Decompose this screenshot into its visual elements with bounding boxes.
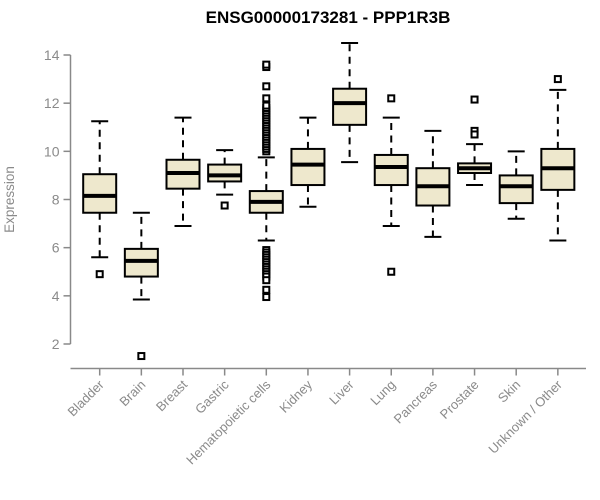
outlier-gastric-0 bbox=[220, 201, 229, 210]
box-kidney bbox=[290, 147, 326, 187]
y-tick-label-2: 2 bbox=[52, 336, 60, 352]
x-tick-label-pancreas: Pancreas bbox=[391, 377, 441, 427]
box-skin bbox=[498, 174, 534, 205]
y-tick-label-4: 4 bbox=[52, 288, 60, 304]
y-tick-label-12: 12 bbox=[44, 95, 60, 111]
x-tick-label-gastric: Gastric bbox=[192, 377, 232, 417]
x-tick-label-bladder: Bladder bbox=[65, 377, 108, 420]
box-lung bbox=[373, 153, 409, 187]
box-liver bbox=[332, 87, 368, 126]
x-tick-label-breast: Breast bbox=[153, 377, 190, 414]
chart-title: ENSG00000173281 - PPP1R3B bbox=[205, 8, 451, 27]
x-tick-label-lung: Lung bbox=[367, 377, 398, 408]
x-tick-label-liver: Liver bbox=[326, 377, 357, 408]
outlier-lung-1 bbox=[387, 267, 396, 276]
y-tick-label-10: 10 bbox=[44, 143, 60, 159]
outlier-unknown-other-0 bbox=[553, 75, 562, 84]
outlier-hematopoietic-cells-19 bbox=[262, 101, 271, 110]
y-tick-label-8: 8 bbox=[52, 191, 60, 207]
box-bladder bbox=[82, 173, 118, 214]
x-tick-label-prostate: Prostate bbox=[437, 377, 482, 422]
box-gastric bbox=[207, 163, 243, 183]
outlier-brain-0 bbox=[137, 352, 146, 361]
y-tick-label-14: 14 bbox=[44, 47, 60, 63]
outlier-hematopoietic-cells-37 bbox=[262, 285, 271, 294]
outlier-hematopoietic-cells-21 bbox=[262, 82, 271, 91]
outlier-bladder-0 bbox=[95, 270, 104, 279]
x-tick-label-unknown-other: Unknown / Other bbox=[485, 377, 565, 457]
outlier-prostate-0 bbox=[470, 95, 479, 104]
outlier-hematopoietic-cells-36 bbox=[262, 276, 271, 285]
x-tick-label-kidney: Kidney bbox=[276, 377, 315, 416]
outlier-hematopoietic-cells-20 bbox=[262, 94, 271, 103]
x-tick-label-brain: Brain bbox=[116, 377, 148, 409]
outlier-hematopoietic-cells-23 bbox=[262, 60, 271, 69]
y-axis-title: Expression bbox=[2, 166, 17, 233]
y-tick-label-6: 6 bbox=[52, 240, 60, 256]
outlier-hematopoietic-cells-38 bbox=[262, 293, 271, 302]
outlier-lung-0 bbox=[387, 94, 396, 103]
outlier-prostate-2 bbox=[470, 130, 479, 139]
x-tick-label-skin: Skin bbox=[495, 377, 523, 405]
